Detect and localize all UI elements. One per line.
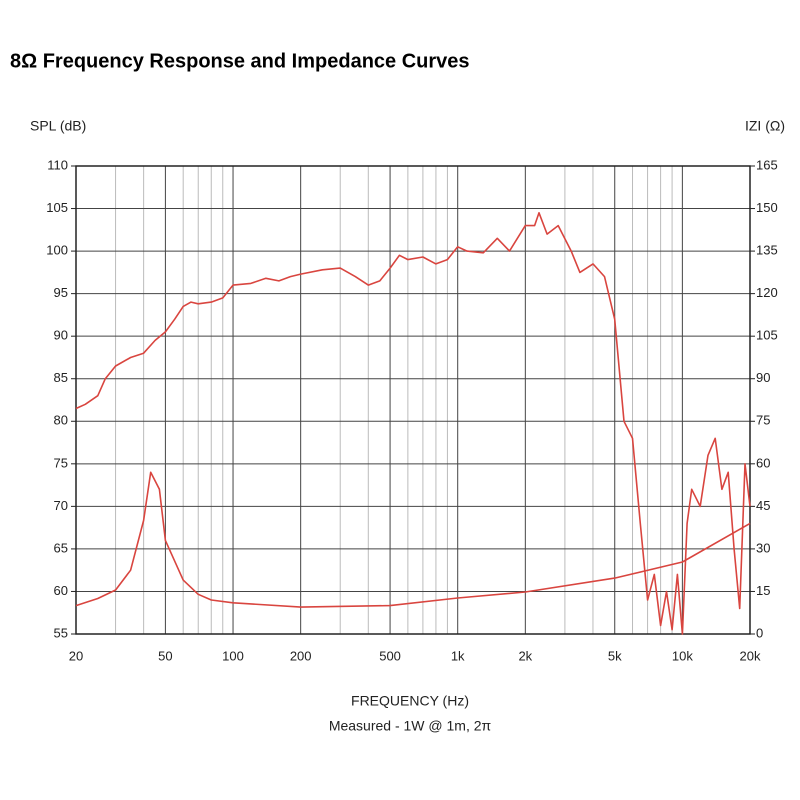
- y-tick-label: 80: [54, 413, 68, 428]
- y2-tick-label: 75: [756, 413, 770, 428]
- y2-tick-label: 165: [756, 157, 778, 172]
- x-tick-label: 200: [290, 648, 312, 663]
- y-tick-label: 65: [54, 540, 68, 555]
- subtitle: Measured - 1W @ 1m, 2π: [329, 718, 492, 734]
- x-tick-label: 1k: [451, 648, 465, 663]
- y2-tick-label: 60: [756, 455, 770, 470]
- x-tick-label: 5k: [608, 648, 622, 663]
- y2-tick-label: 0: [756, 625, 763, 640]
- y-tick-label: 110: [47, 157, 68, 172]
- x-tick-label: 20: [69, 648, 83, 663]
- x-tick-label: 100: [222, 648, 244, 663]
- y-tick-label: 95: [54, 285, 68, 300]
- y-tick-label: 55: [54, 625, 68, 640]
- y2-tick-label: 120: [756, 285, 778, 300]
- y2-tick-label: 105: [756, 328, 778, 343]
- y2-axis-title: IZI (Ω): [745, 118, 785, 134]
- series-line: [75, 212, 751, 635]
- y-axis-title: SPL (dB): [30, 118, 86, 134]
- y-tick-label: 70: [54, 498, 68, 513]
- x-tick-label: 20k: [740, 648, 761, 663]
- y-tick-label: 85: [54, 370, 68, 385]
- x-tick-label: 10k: [672, 648, 693, 663]
- y2-tick-label: 135: [756, 243, 778, 258]
- y2-tick-label: 90: [756, 370, 770, 385]
- y2-tick-label: 30: [756, 540, 770, 555]
- y-tick-label: 90: [54, 328, 68, 343]
- y2-tick-label: 15: [756, 583, 770, 598]
- y-tick-label: 60: [54, 583, 68, 598]
- x-tick-label: 500: [379, 648, 401, 663]
- plot-frame: [75, 165, 751, 635]
- x-tick-label: 50: [158, 648, 172, 663]
- chart-title: 8Ω Frequency Response and Impedance Curv…: [10, 50, 470, 72]
- series-line: [75, 471, 751, 608]
- y2-tick-label: 45: [756, 498, 770, 513]
- y-tick-label: 75: [54, 455, 68, 470]
- y2-tick-label: 150: [756, 200, 778, 215]
- x-axis-title: FREQUENCY (Hz): [351, 693, 469, 709]
- x-tick-label: 2k: [518, 648, 532, 663]
- y-tick-label: 100: [46, 243, 68, 258]
- y-tick-label: 105: [46, 200, 68, 215]
